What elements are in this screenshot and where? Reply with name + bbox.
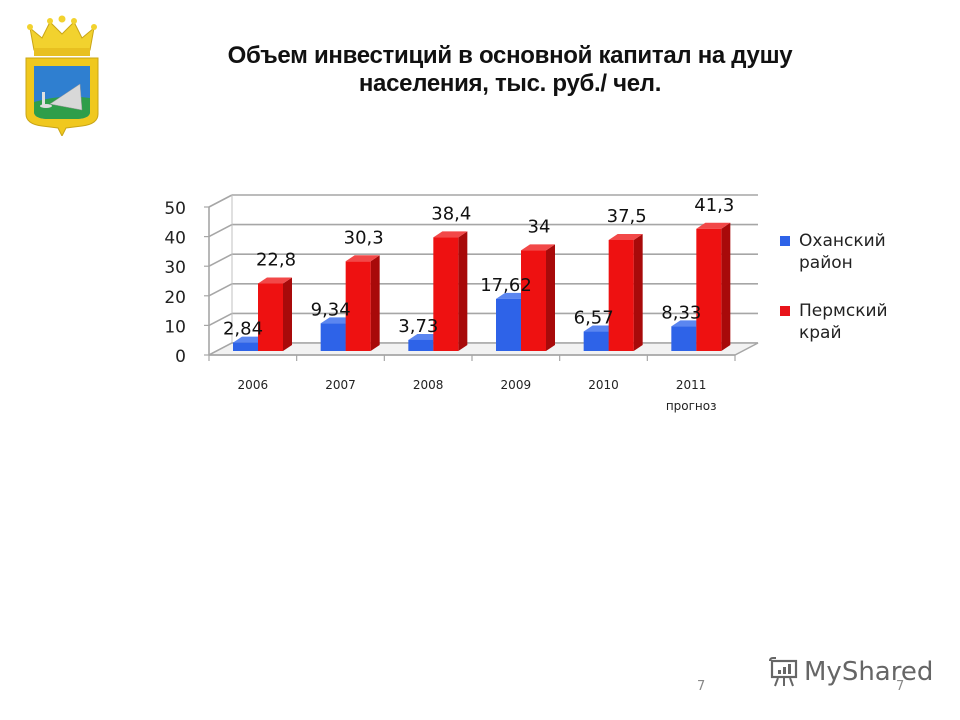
bar [521, 250, 546, 351]
x-tick-sublabel: прогноз [666, 399, 717, 413]
slide-title: Объем инвестиций в основной капитал на д… [150, 42, 870, 98]
data-label: 37,5 [607, 206, 647, 227]
data-label: 17,62 [480, 275, 532, 296]
x-tick-label: 2007 [325, 378, 356, 392]
legend-swatch-blue [780, 236, 790, 246]
legend-label: Оханский [799, 231, 886, 251]
legend-item-okhansky: Оханский район [780, 230, 888, 274]
title-line-1: Объем инвестиций в основной капитал на д… [227, 42, 793, 69]
watermark-page-number: 7 [896, 679, 905, 694]
page-number: 7 [697, 679, 706, 694]
bar [233, 342, 258, 351]
bar [696, 228, 722, 351]
watermark-text: MyShared [804, 657, 934, 687]
bar [408, 339, 434, 351]
y-tick-label: 10 [164, 317, 186, 337]
bar [608, 240, 634, 351]
chart-legend: Оханский район Пермский край [780, 230, 888, 370]
bar [320, 323, 346, 351]
legend-label: Пермский [799, 301, 888, 321]
data-label: 9,34 [311, 299, 351, 320]
myshared-watermark: MyShared [768, 657, 933, 687]
y-tick-label: 30 [164, 258, 186, 278]
data-label: 3,73 [398, 316, 438, 337]
y-tick-label: 20 [164, 288, 186, 308]
x-tick-label: 2010 [588, 378, 619, 392]
coat-of-arms-emblem [22, 14, 102, 138]
bar [671, 326, 697, 351]
data-label: 6,57 [574, 308, 614, 329]
bar [258, 283, 283, 351]
data-label: 8,33 [661, 302, 701, 323]
data-label: 22,8 [256, 250, 296, 271]
x-tick-label: 2009 [501, 378, 532, 392]
x-tick-label: 2006 [238, 378, 269, 392]
bar [345, 261, 371, 351]
legend-label: район [799, 253, 853, 273]
x-tick-label: 2008 [413, 378, 444, 392]
y-tick-label: 40 [164, 229, 186, 249]
data-label: 38,4 [431, 203, 471, 224]
legend-item-perm: Пермский край [780, 300, 888, 344]
y-tick-label: 0 [175, 347, 186, 367]
bar [433, 237, 459, 351]
legend-label: край [799, 323, 842, 343]
bar [496, 298, 521, 351]
data-label: 34 [528, 216, 551, 237]
title-line-2: населения, тыс. руб./ чел. [358, 70, 662, 97]
data-label: 30,3 [344, 227, 384, 248]
legend-swatch-red [780, 306, 790, 316]
data-label: 41,3 [694, 195, 734, 216]
bar [583, 331, 609, 351]
y-tick-label: 50 [164, 199, 186, 219]
data-label: 2,84 [223, 319, 263, 340]
x-tick-label: 2011 [676, 378, 707, 392]
presentation-board-icon [769, 657, 798, 687]
